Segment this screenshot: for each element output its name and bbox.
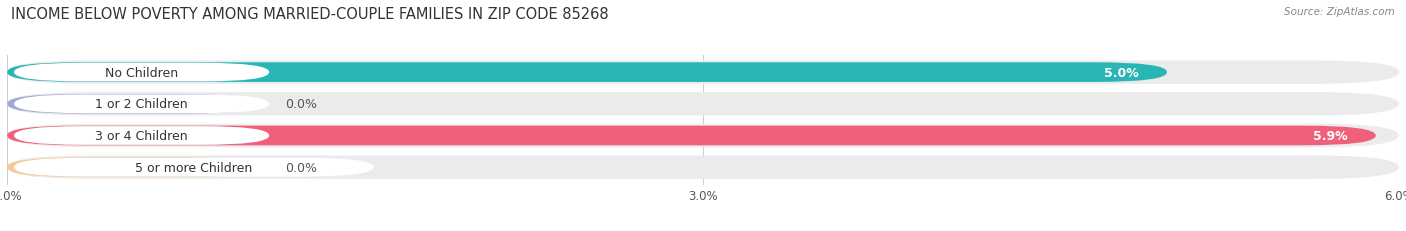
Text: 5.9%: 5.9% (1313, 129, 1348, 142)
FancyBboxPatch shape (14, 158, 374, 177)
FancyBboxPatch shape (7, 93, 1399, 116)
FancyBboxPatch shape (14, 64, 269, 82)
Text: No Children: No Children (105, 66, 179, 79)
Text: 0.0%: 0.0% (285, 98, 318, 111)
Text: INCOME BELOW POVERTY AMONG MARRIED-COUPLE FAMILIES IN ZIP CODE 85268: INCOME BELOW POVERTY AMONG MARRIED-COUPL… (11, 7, 609, 22)
Text: 5.0%: 5.0% (1104, 66, 1139, 79)
FancyBboxPatch shape (7, 63, 1167, 82)
Text: 3 or 4 Children: 3 or 4 Children (96, 129, 188, 142)
FancyBboxPatch shape (7, 94, 257, 114)
Text: 1 or 2 Children: 1 or 2 Children (96, 98, 188, 111)
FancyBboxPatch shape (7, 124, 1399, 148)
FancyBboxPatch shape (7, 126, 1376, 146)
FancyBboxPatch shape (14, 95, 269, 114)
FancyBboxPatch shape (7, 156, 1399, 179)
FancyBboxPatch shape (7, 158, 257, 177)
FancyBboxPatch shape (7, 61, 1399, 85)
Text: 0.0%: 0.0% (285, 161, 318, 174)
Text: 5 or more Children: 5 or more Children (135, 161, 253, 174)
Text: Source: ZipAtlas.com: Source: ZipAtlas.com (1284, 7, 1395, 17)
FancyBboxPatch shape (14, 127, 269, 145)
